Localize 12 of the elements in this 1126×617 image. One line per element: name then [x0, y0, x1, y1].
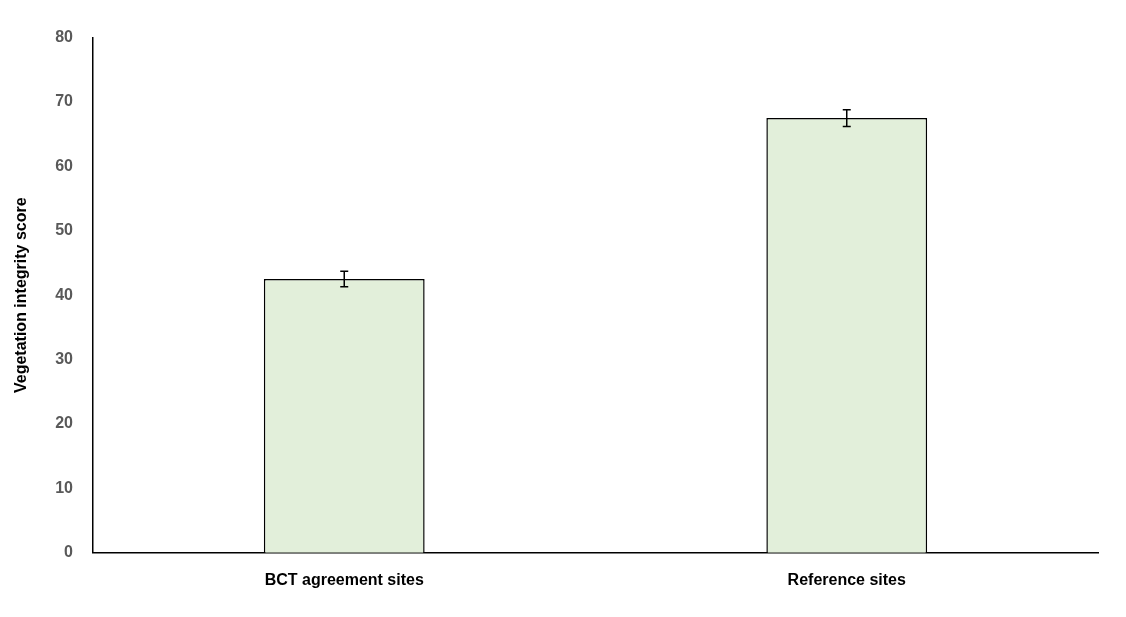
y-tick-label: 30 — [55, 350, 74, 368]
y-tick-label: 60 — [55, 156, 74, 174]
x-tick-label: BCT agreement sites — [264, 570, 424, 588]
y-tick-label: 50 — [55, 221, 74, 239]
y-tick-label: 70 — [55, 92, 74, 110]
y-axis-title: Vegetation integrity score — [12, 197, 30, 393]
y-tick-label: 40 — [55, 285, 74, 303]
x-tick-label: Reference sites — [787, 570, 906, 588]
y-tick-label: 80 — [55, 28, 74, 46]
y-tick-label: 10 — [55, 478, 74, 496]
y-tick-label: 20 — [55, 414, 74, 432]
y-tick-label: 0 — [64, 543, 74, 561]
